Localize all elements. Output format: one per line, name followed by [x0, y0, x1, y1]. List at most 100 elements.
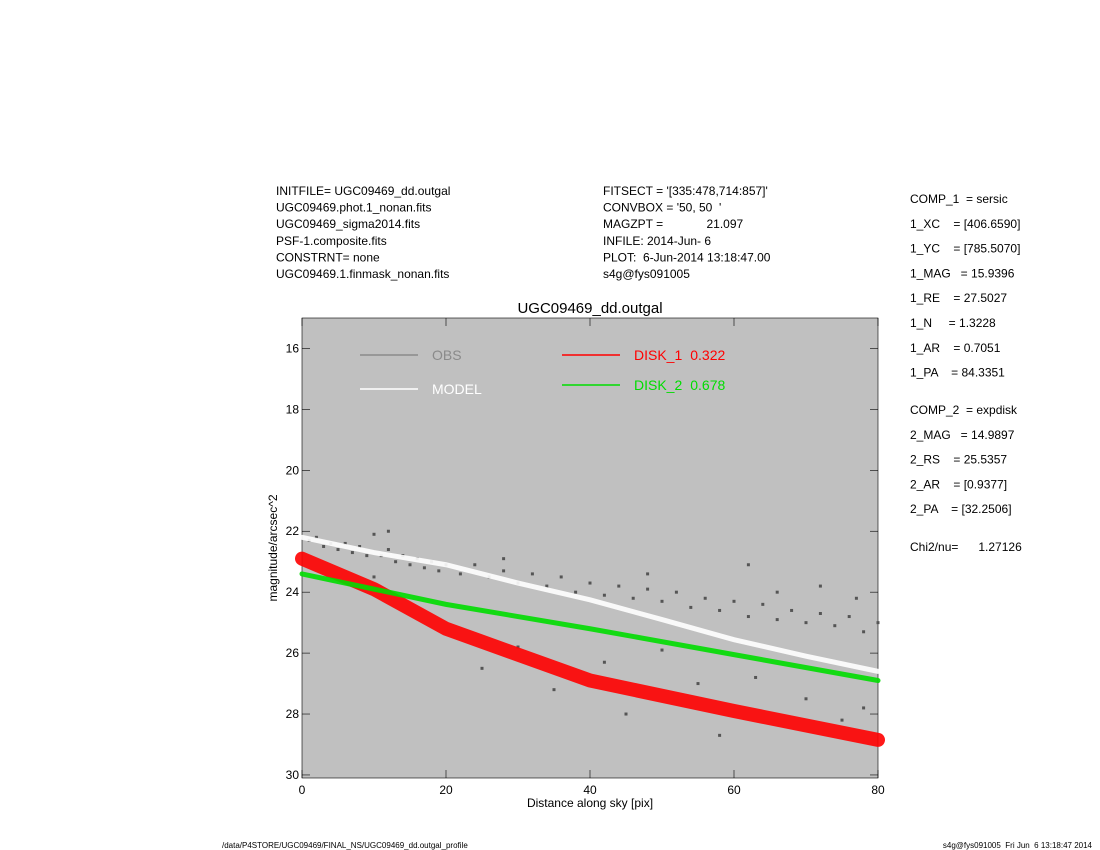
x-tick-label: 0 — [299, 783, 306, 797]
obs-point — [602, 660, 606, 664]
y-axis-label: magnitude/arcsec^2 — [266, 494, 280, 601]
obs-point — [718, 608, 722, 612]
obs-point — [660, 648, 664, 652]
y-tick-label: 18 — [286, 402, 300, 416]
obs-point — [617, 584, 621, 588]
x-tick-label: 40 — [583, 783, 597, 797]
obs-point — [775, 618, 779, 622]
obs-point — [847, 615, 851, 619]
fit-line: s4g@fys091005 — [603, 267, 690, 281]
obs-point — [746, 563, 750, 567]
comp1-param: 1_N = 1.3228 — [910, 316, 996, 330]
obs-point — [746, 615, 750, 619]
obs-point — [437, 569, 441, 573]
comp2-param: 2_RS = 25.5357 — [910, 453, 1007, 467]
obs-point — [336, 548, 340, 552]
obs-point — [818, 584, 822, 588]
obs-point — [876, 621, 880, 625]
obs-point — [545, 584, 549, 588]
obs-point — [703, 596, 707, 600]
obs-point — [696, 682, 700, 686]
obs-point — [322, 544, 326, 548]
obs-point — [602, 593, 606, 597]
obs-point — [394, 560, 398, 564]
obs-point — [350, 551, 354, 555]
init-line: INITFILE= UGC09469_dd.outgal — [276, 184, 450, 198]
fit-line: PLOT: 6-Jun-2014 13:18:47.00 — [603, 250, 771, 264]
x-tick-label: 80 — [871, 783, 885, 797]
comp2-param: COMP_2 = expdisk — [910, 403, 1018, 417]
obs-point — [372, 532, 376, 536]
comp2-param: 2_AR = [0.9377] — [910, 477, 1007, 491]
obs-point — [422, 566, 426, 570]
fit-line: CONVBOX = '50, 50 ' — [603, 201, 721, 215]
y-tick-label: 20 — [286, 463, 300, 477]
fit-line: FITSECT = '[335:478,714:857]' — [603, 184, 768, 198]
y-tick-label: 26 — [286, 646, 300, 660]
obs-point — [516, 645, 520, 649]
legend-label: MODEL — [432, 381, 482, 397]
obs-point — [588, 581, 592, 585]
obs-point — [365, 554, 369, 558]
legend-name: OBS — [432, 347, 462, 363]
obs-point — [646, 572, 650, 576]
obs-point — [646, 587, 650, 591]
obs-point — [552, 688, 556, 692]
comp2-param: 2_MAG = 14.9897 — [910, 428, 1015, 442]
obs-point — [674, 590, 678, 594]
legend-fraction: 0.678 — [690, 377, 725, 393]
obs-point — [790, 608, 794, 612]
obs-point — [718, 733, 722, 737]
y-tick-label: 28 — [286, 707, 300, 721]
y-tick-label: 24 — [286, 585, 300, 599]
footer-stamp: s4g@fys091005 Fri Jun 6 13:18:47 2014 — [943, 841, 1093, 850]
legend-label: DISK_2 0.678 — [634, 377, 725, 393]
obs-point — [559, 575, 563, 579]
obs-point — [480, 666, 484, 670]
obs-point — [775, 590, 779, 594]
obs-point — [372, 575, 376, 579]
comp2-param: 2_PA = [32.2506] — [910, 502, 1012, 516]
obs-point — [631, 596, 635, 600]
obs-point — [660, 599, 664, 603]
legend-label: DISK_1 0.322 — [634, 347, 725, 363]
legend-name: DISK_1 — [634, 347, 682, 363]
legend-name: DISK_2 — [634, 377, 682, 393]
obs-point — [574, 590, 578, 594]
obs-point — [833, 624, 837, 628]
obs-point — [473, 563, 477, 567]
comp1-param: 1_RE = 27.5027 — [910, 291, 1007, 305]
obs-point — [458, 572, 462, 576]
legend-label: OBS — [432, 347, 462, 363]
obs-point — [408, 563, 412, 567]
obs-point — [862, 630, 866, 634]
comp1-param: COMP_1 = sersic — [910, 192, 1008, 206]
init-line: UGC09469_sigma2014.fits — [276, 217, 420, 231]
plot-area — [301, 317, 879, 779]
comp1-param: 1_MAG = 15.9396 — [910, 266, 1015, 280]
obs-point — [343, 541, 347, 545]
init-line: PSF-1.composite.fits — [276, 234, 387, 248]
y-tick-label: 16 — [286, 341, 300, 355]
footer-path: /data/P4STORE/UGC09469/FINAL_NS/UGC09469… — [222, 841, 468, 850]
x-tick-label: 60 — [727, 783, 741, 797]
x-axis-label: Distance along sky [pix] — [527, 796, 653, 810]
init-line: UGC09469.1.finmask_nonan.fits — [276, 267, 449, 281]
x-tick-label: 20 — [439, 783, 453, 797]
comp1-param: 1_XC = [406.6590] — [910, 217, 1020, 231]
y-tick-label: 30 — [286, 768, 300, 782]
obs-point — [502, 557, 506, 561]
obs-point — [754, 675, 758, 679]
comp1-param: 1_AR = 0.7051 — [910, 341, 1001, 355]
init-line: UGC09469.phot.1_nonan.fits — [276, 201, 431, 215]
obs-point — [840, 718, 844, 722]
profile-line — [299, 571, 881, 684]
obs-point — [502, 569, 506, 573]
obs-point — [314, 535, 318, 539]
chi-square: Chi2/nu= 1.27126 — [910, 540, 1022, 554]
obs-point — [818, 611, 822, 615]
obs-point — [732, 599, 736, 603]
y-tick-label: 22 — [286, 524, 300, 538]
obs-point — [862, 706, 866, 710]
